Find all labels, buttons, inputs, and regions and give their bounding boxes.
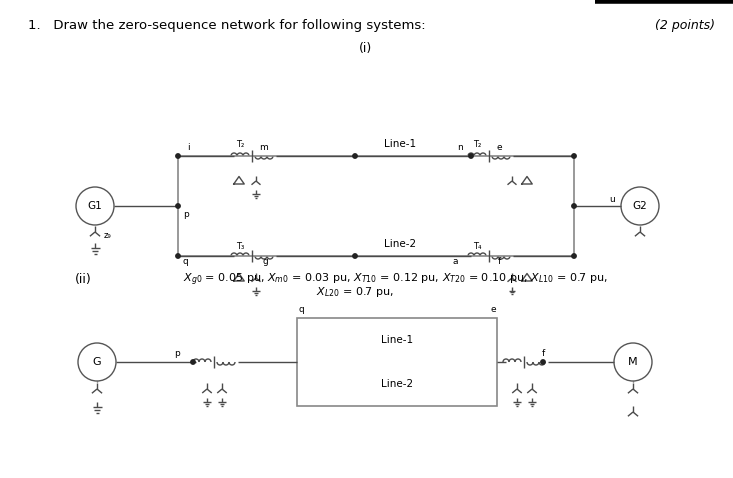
- Text: g: g: [262, 257, 268, 265]
- Circle shape: [191, 360, 195, 364]
- Text: f: f: [542, 349, 545, 358]
- Text: u: u: [609, 195, 615, 204]
- Bar: [297, 318, 497, 406]
- Text: (i): (i): [359, 42, 372, 54]
- Text: Line-2: Line-2: [384, 239, 416, 249]
- Text: G1: G1: [88, 201, 103, 211]
- Bar: [178, 156, 574, 256]
- Text: f: f: [498, 257, 501, 265]
- Text: m: m: [259, 142, 268, 152]
- Text: (ii): (ii): [75, 273, 92, 286]
- Circle shape: [176, 204, 180, 208]
- Circle shape: [572, 154, 576, 158]
- Text: Line-1: Line-1: [381, 335, 413, 345]
- Circle shape: [541, 360, 545, 364]
- Text: (2 points): (2 points): [655, 19, 715, 32]
- Circle shape: [353, 154, 357, 158]
- Text: Line-2: Line-2: [381, 379, 413, 389]
- Text: Line-1: Line-1: [384, 139, 416, 149]
- Text: $X_{L20}$ = 0.7 pu,: $X_{L20}$ = 0.7 pu,: [316, 285, 394, 299]
- Text: e: e: [490, 304, 496, 314]
- Text: z₉: z₉: [103, 230, 111, 239]
- Text: G2: G2: [633, 201, 647, 211]
- Text: $X_{g0}$ = 0.05 pu, $X_{m0}$ = 0.03 pu, $X_{T10}$ = 0.12 pu, $X_{T20}$ = 0.10 pu: $X_{g0}$ = 0.05 pu, $X_{m0}$ = 0.03 pu, …: [183, 272, 608, 288]
- Text: M: M: [628, 357, 638, 367]
- Circle shape: [469, 154, 474, 158]
- Text: T₂: T₂: [473, 140, 481, 149]
- Text: q: q: [298, 304, 304, 314]
- Text: T₄: T₄: [473, 241, 482, 250]
- Circle shape: [176, 254, 180, 258]
- Circle shape: [572, 254, 576, 258]
- Text: a: a: [452, 257, 457, 265]
- Text: p: p: [174, 349, 180, 358]
- Text: G: G: [92, 357, 101, 367]
- Text: T₂: T₂: [236, 140, 244, 149]
- Text: i: i: [187, 142, 189, 152]
- Text: p: p: [183, 209, 189, 218]
- Circle shape: [572, 204, 576, 208]
- Circle shape: [353, 254, 357, 258]
- Text: 1.   Draw the zero-sequence network for following systems:: 1. Draw the zero-sequence network for fo…: [28, 19, 426, 32]
- Circle shape: [176, 154, 180, 158]
- Text: n: n: [457, 142, 463, 152]
- Text: q: q: [182, 257, 188, 265]
- Text: e: e: [496, 142, 502, 152]
- Text: T₃: T₃: [236, 241, 244, 250]
